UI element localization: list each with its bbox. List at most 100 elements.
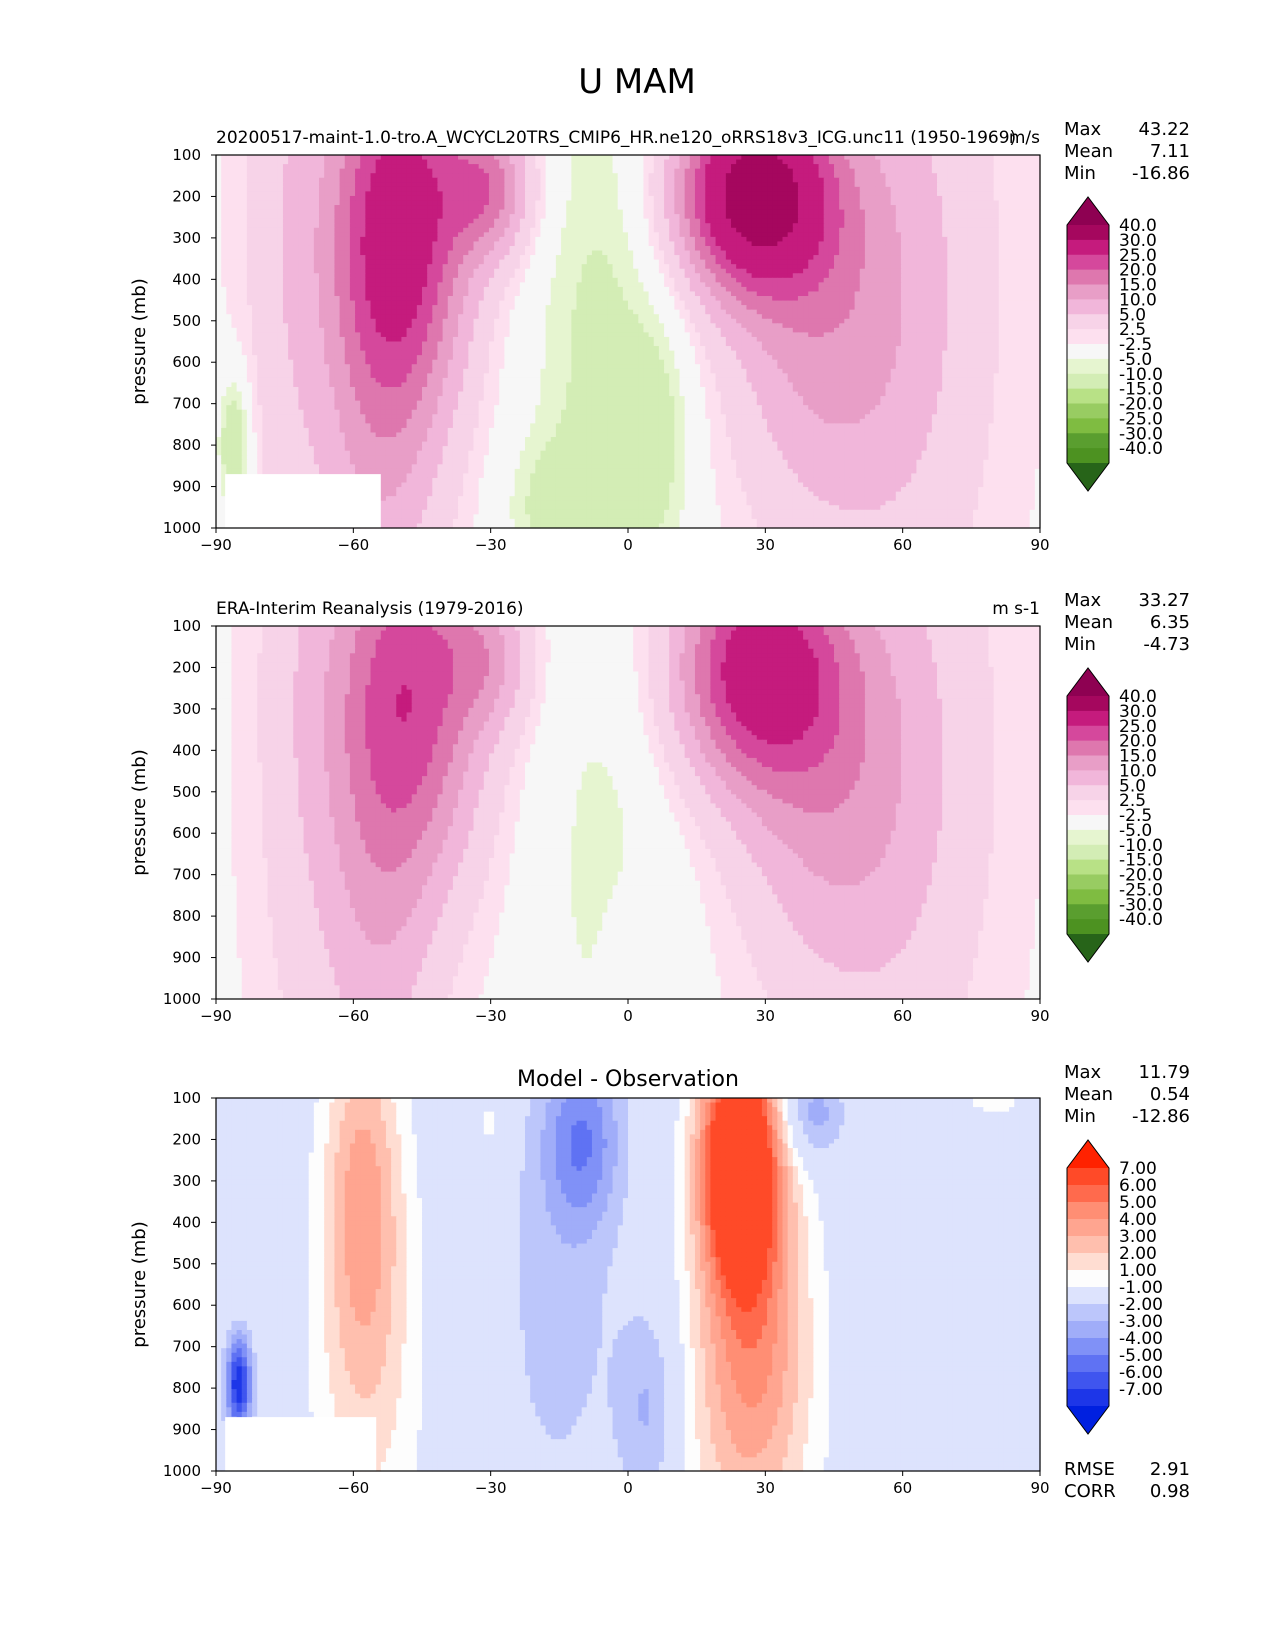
contour-cell (396, 169, 402, 174)
contour-cell (314, 164, 320, 169)
contour-cell (875, 155, 881, 160)
contour-cell (649, 178, 655, 183)
contour-cell (371, 155, 377, 160)
contour-cell (242, 182, 248, 187)
contour-cell (891, 160, 897, 165)
contour-cell (989, 160, 995, 165)
contour-cell (983, 160, 989, 165)
contour-cell (618, 173, 624, 178)
contour-cell (468, 155, 474, 160)
contour-cell (525, 164, 531, 169)
contour-cell (808, 173, 814, 178)
contour-cell (798, 160, 804, 165)
contour-cell (690, 173, 696, 178)
contour-cell (298, 164, 304, 169)
contour-cell (525, 169, 531, 174)
contour-cell (592, 164, 598, 169)
contour-cell (484, 164, 490, 169)
contour-cell (221, 169, 227, 174)
contour-cell (546, 173, 552, 178)
contour-cell (365, 160, 371, 165)
contour-cell (968, 178, 974, 183)
contour-cell (638, 155, 644, 160)
contour-cell (479, 173, 485, 178)
contour-cell (916, 160, 922, 165)
contour-cell (355, 169, 361, 174)
contour-cell (834, 178, 840, 183)
contour-cell (592, 178, 598, 183)
contour-cell (288, 169, 294, 174)
contour-cell (252, 182, 258, 187)
contour-cell (685, 164, 691, 169)
contour-cell (783, 173, 789, 178)
contour-cell (906, 155, 912, 160)
contour-cell (618, 169, 624, 174)
contour-cell (324, 155, 330, 160)
contour-cell (700, 178, 706, 183)
contour-cell (649, 164, 655, 169)
contour-cell (577, 169, 583, 174)
contour-cell (824, 173, 830, 178)
contour-cell (386, 155, 392, 160)
contour-cell (376, 173, 382, 178)
contour-cell (247, 178, 253, 183)
contour-cell (556, 178, 562, 183)
contour-cell (407, 164, 413, 169)
contour-cell (587, 178, 593, 183)
contour-cell (849, 160, 855, 165)
contour-cell (932, 169, 938, 174)
contour-cell (643, 173, 649, 178)
contour-cell (535, 160, 541, 165)
contour-cell (329, 160, 335, 165)
contour-cell (551, 178, 557, 183)
contour-cell (808, 169, 814, 174)
contour-cell (1025, 169, 1031, 174)
contour-cell (1014, 164, 1020, 169)
contour-cell (757, 164, 763, 169)
contour-cell (690, 164, 696, 169)
contour-cell (999, 178, 1005, 183)
contour-cell (597, 164, 603, 169)
contour-cell (556, 164, 562, 169)
contour-cell (231, 164, 237, 169)
contour-cell (334, 178, 340, 183)
contour-cell (1019, 164, 1025, 169)
contour-cell (674, 160, 680, 165)
contour-cell (623, 160, 629, 165)
contour-cell (401, 173, 407, 178)
contour-cell (628, 173, 634, 178)
contour-cell (1009, 155, 1015, 160)
contour-cell (808, 155, 814, 160)
contour-cell (752, 160, 758, 165)
contour-cell (937, 155, 943, 160)
contour-cell (638, 169, 644, 174)
contour-cell (813, 178, 819, 183)
contour-cell (350, 182, 356, 187)
contour-cell (458, 178, 464, 183)
contour-cell (927, 155, 933, 160)
contour-cell (891, 173, 897, 178)
contour-cell (896, 173, 902, 178)
contour-cell (855, 164, 861, 169)
contour-cell (618, 178, 624, 183)
contour-cell (1004, 160, 1010, 165)
contour-cell (417, 155, 423, 160)
contour-cell (597, 160, 603, 165)
contour-cell (283, 164, 289, 169)
contour-cell (607, 173, 613, 178)
contour-cell (278, 182, 284, 187)
contour-cell (582, 155, 588, 160)
contour-cell (659, 160, 665, 165)
contour-cell (633, 178, 639, 183)
contour-cell (952, 173, 958, 178)
contour-cell (535, 178, 541, 183)
contour-cell (762, 173, 768, 178)
contour-cell (602, 173, 608, 178)
contour-cell (458, 164, 464, 169)
contour-cell (772, 178, 778, 183)
contour-cell (247, 182, 253, 187)
contour-cell (602, 160, 608, 165)
contour-cell (561, 173, 567, 178)
contour-cell (561, 169, 567, 174)
contour-cell (350, 164, 356, 169)
